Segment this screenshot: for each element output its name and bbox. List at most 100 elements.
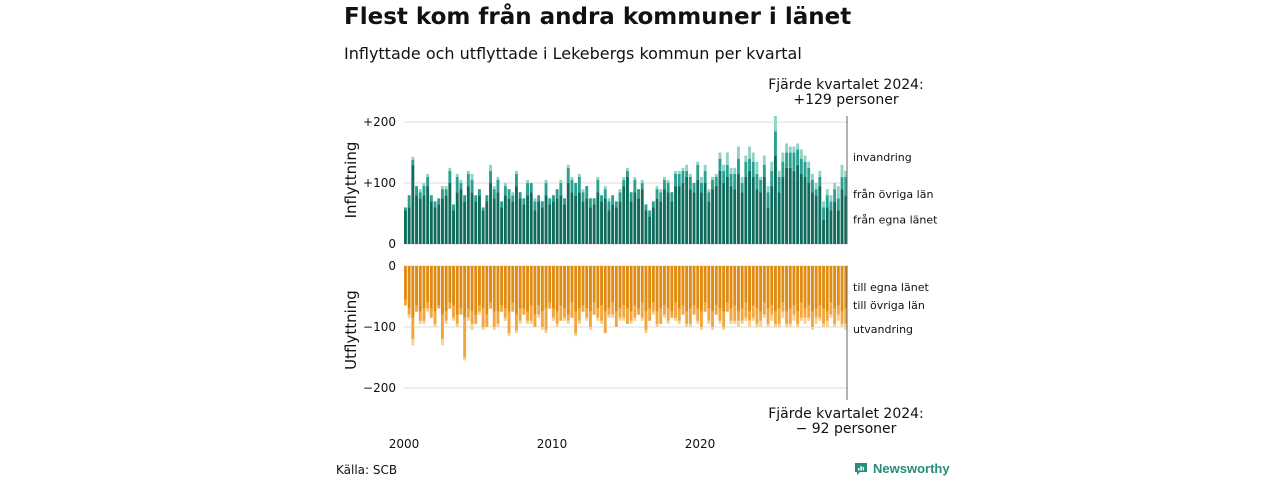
bar-segment — [426, 302, 430, 309]
bar-segment — [796, 266, 800, 312]
bar-segment — [740, 320, 744, 324]
bar-segment — [540, 311, 544, 327]
bar-segment — [744, 161, 748, 177]
bar-segment — [640, 183, 644, 190]
bar-segment — [577, 173, 581, 177]
bar-segment — [470, 180, 474, 193]
bar-segment — [589, 311, 592, 327]
bar-segment — [707, 320, 711, 324]
bar-segment — [433, 311, 437, 324]
bar-segment — [633, 192, 637, 244]
bar-segment — [744, 155, 748, 162]
bar-segment — [707, 189, 711, 193]
chart-title: Flest kom från andra kommuner i länet — [344, 4, 852, 30]
bar-segment — [703, 170, 707, 184]
bar-segment — [529, 266, 533, 306]
bar-segment — [811, 326, 814, 330]
bar-segment — [748, 311, 751, 321]
bar-segment — [825, 266, 829, 312]
bar-segment — [544, 180, 548, 184]
bar-segment — [559, 195, 563, 244]
bar-segment — [714, 266, 718, 306]
bar-segment — [433, 207, 437, 244]
bar-segment — [526, 311, 529, 321]
bar-segment — [455, 173, 459, 177]
bar-segment — [555, 189, 559, 199]
bar-segment — [833, 308, 837, 324]
bar-segment — [644, 330, 648, 334]
newsworthy-logo-icon — [855, 462, 867, 475]
bar-segment — [755, 266, 759, 309]
bar-segment — [785, 143, 788, 153]
bar-segment — [759, 320, 763, 327]
bar-segment — [474, 201, 478, 244]
bar-segment — [411, 156, 415, 160]
bar-segment — [618, 266, 622, 309]
bar-segment — [411, 159, 415, 165]
bar-segment — [781, 161, 785, 177]
bar-segment — [515, 170, 518, 174]
bar-segment — [455, 314, 459, 324]
y-tick-label: 0 — [388, 259, 396, 273]
bar-segment — [600, 320, 603, 324]
bar-segment — [611, 266, 615, 303]
bar-segment — [544, 183, 548, 196]
bar-segment — [577, 266, 581, 309]
bar-segment — [714, 176, 718, 187]
bar-segment — [807, 317, 811, 321]
bar-segment — [762, 314, 766, 318]
bar-segment — [563, 198, 566, 205]
bar-segment — [566, 164, 570, 168]
bar-segment — [648, 308, 652, 321]
bar-segment — [522, 204, 526, 244]
bar-segment — [478, 195, 481, 244]
bar-segment — [822, 266, 825, 309]
bar-segment — [463, 266, 467, 318]
bar-segment — [455, 192, 459, 244]
bar-segment — [518, 192, 522, 199]
bar-segment — [585, 198, 589, 244]
bar-segment — [415, 305, 418, 312]
bar-segment — [507, 198, 511, 244]
bar-segment — [503, 308, 507, 318]
y-tick-label: +100 — [363, 176, 396, 190]
bar-segment — [696, 161, 700, 165]
bar-segment — [478, 305, 481, 312]
bar-segment — [515, 314, 518, 330]
bar-segment — [496, 311, 500, 324]
bar-segment — [774, 155, 777, 244]
bar-segment — [770, 170, 774, 187]
bar-segment — [722, 266, 726, 312]
bar-segment — [470, 266, 474, 312]
bar-segment — [496, 323, 500, 327]
bar-segment — [711, 189, 714, 244]
bar-segment — [777, 176, 781, 193]
bar-segment — [729, 173, 733, 187]
bar-segment — [807, 161, 811, 168]
bar-segment — [415, 266, 418, 306]
bar-segment — [674, 317, 677, 321]
bar-segment — [774, 311, 777, 324]
bar-segment — [714, 186, 718, 244]
bar-segment — [474, 195, 478, 202]
bar-segment — [603, 311, 607, 334]
bar-segment — [555, 311, 559, 324]
bar-segment — [429, 195, 433, 202]
bar-segment — [833, 183, 837, 190]
bar-segment — [533, 201, 537, 211]
bar-segment — [429, 266, 433, 309]
bar-segment — [574, 311, 578, 334]
bar-segment — [463, 195, 467, 202]
bar-segment — [814, 317, 818, 324]
bar-segment — [489, 266, 492, 303]
bar-segment — [581, 266, 585, 306]
bar-segment — [711, 266, 714, 312]
bar-segment — [485, 266, 489, 315]
bar-segment — [751, 161, 755, 177]
bar-segment — [622, 180, 626, 187]
bar-segment — [500, 201, 504, 208]
bar-segment — [492, 311, 496, 327]
bar-segment — [785, 152, 788, 168]
bar-segment — [544, 308, 548, 330]
